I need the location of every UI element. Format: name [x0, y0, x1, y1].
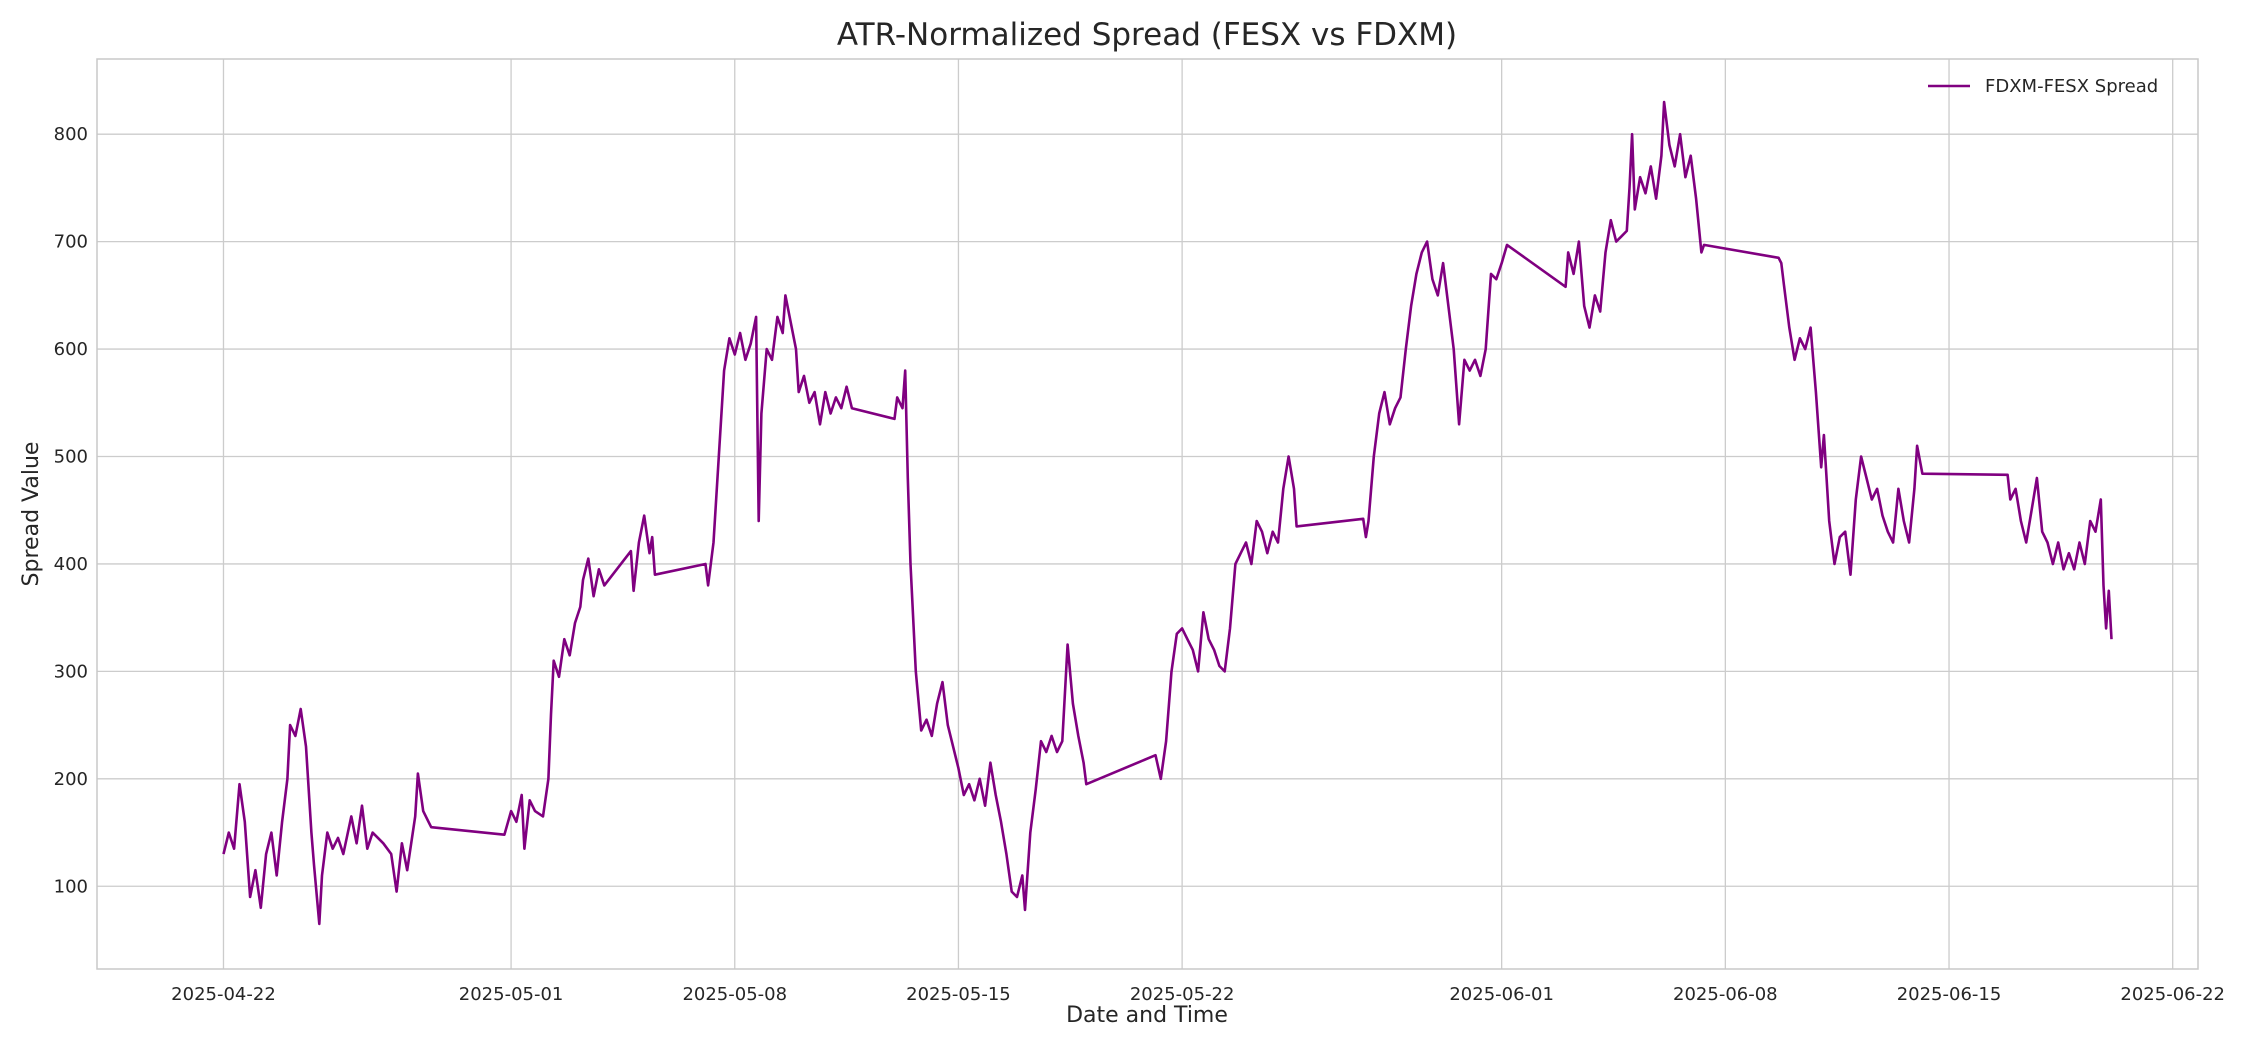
grid: [97, 59, 2198, 969]
x-tick-label: 2025-06-15: [1897, 984, 2002, 1005]
y-tick-label: 400: [54, 554, 88, 575]
series-line-fdxm-fesx-spread: [222, 100, 2113, 926]
legend-label: FDXM-FESX Spread: [1985, 76, 2158, 97]
y-tick-label: 500: [54, 447, 88, 468]
y-axis-label: Spread Value: [19, 442, 44, 587]
x-tick-label: 2025-06-22: [2120, 984, 2225, 1005]
x-tick-label: 2025-06-08: [1673, 984, 1778, 1005]
x-axis-label: Date and Time: [1066, 1003, 1228, 1028]
x-tick-label: 2025-04-22: [171, 984, 276, 1005]
plot-frame: [96, 58, 2199, 970]
y-tick-label: 600: [54, 339, 88, 360]
chart-title: ATR-Normalized Spread (FESX vs FDXM): [837, 17, 1457, 53]
legend: FDXM-FESX Spread: [1928, 76, 2158, 97]
plot-area: [97, 59, 2198, 969]
y-tick-label: 800: [54, 124, 88, 145]
x-tick-label: 2025-05-08: [682, 984, 787, 1005]
x-tick-label: 2025-05-22: [1130, 984, 1235, 1005]
y-tick-label: 700: [54, 232, 88, 253]
x-tick-labels: 2025-04-22 2025-05-01 2025-05-08 2025-05-15…: [171, 984, 2225, 1005]
x-tick-label: 2025-05-01: [459, 984, 564, 1005]
x-tick-label: 2025-05-15: [906, 984, 1011, 1005]
y-tick-labels: 100 200 300 400 500 600 700 800: [54, 124, 88, 897]
y-tick-label: 100: [54, 876, 88, 897]
y-tick-label: 300: [54, 661, 88, 682]
y-tick-label: 200: [54, 769, 88, 790]
x-tick-label: 2025-06-01: [1449, 984, 1554, 1005]
